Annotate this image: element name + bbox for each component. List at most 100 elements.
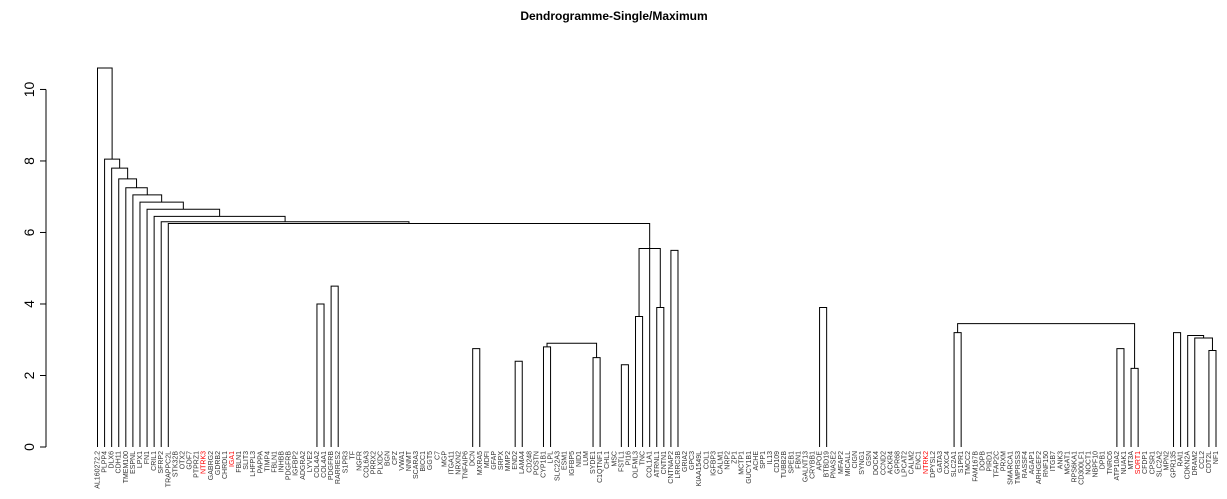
leaf-label: TNFAIP6 [463,451,470,480]
leaf-label: CD248 [526,451,533,473]
dendrogram-link [542,346,552,447]
leaf-label: GRIA2 [682,451,689,472]
leaf-label: CALM1 [717,451,724,474]
leaf-label: GPR68 [894,451,901,474]
leaf-label: NF1 [1213,451,1220,464]
dendrogram-link [1173,332,1182,447]
leaf-label: OTX2 [179,451,186,469]
dendrogram-link [1208,349,1217,447]
leaf-label: NTRK3 [201,451,208,474]
leaf-label: NID1 [576,451,583,467]
leaf-label: SORT1 [1135,451,1142,474]
leaf-label: COL4A1 [321,451,328,478]
leaf-label: LPL [548,451,555,464]
leaf-label: RAI1 [1178,451,1185,467]
y-tick-label: 4 [21,300,37,308]
leaf-labels: AL160272.2 PLPP4 DLX6 CDH11 TMEM100 ESPNL LPX1… [95,450,1221,488]
leaf-label: GSN [866,451,873,466]
leaf-label: CFDP1 [1142,451,1149,474]
leaf-label: ESPNL [130,451,137,474]
dendrogram-link [118,178,138,447]
leaf-label: ITGA11 [448,451,455,475]
leaf-label: TMPRSS3 [1015,451,1022,484]
dendrogram-link [160,221,410,447]
leaf-label: SFRP2 [158,451,165,474]
leaf-label: GALNT13 [802,451,809,482]
leaf-label: GATA3 [937,451,944,473]
leaf-label: MXRA5 [477,451,484,475]
chart-title: Dendrogramme-Single/Maximum [520,9,707,23]
leaf-label: GDF7 [187,451,194,470]
leaf-label: MCTP1 [739,451,746,475]
y-tick-label: 10 [21,81,37,97]
leaf-label: ARHGEF2 [1036,451,1043,484]
leaf-label: NRXN2 [456,451,463,475]
leaf-label: ACHE [753,451,760,471]
dendrogram-link [111,167,129,447]
leaf-label: CDT2L [1206,451,1213,473]
leaf-label: CPZ [392,450,399,465]
leaf-label: COL4A2 [314,451,321,478]
leaf-label: ZP1 [732,451,739,464]
dendrogram-link [104,158,121,447]
leaf-label: DOPB [979,451,986,471]
leaf-label: SLC2A2 [1156,451,1163,477]
leaf-label: RPS6KA1 [1071,451,1078,483]
leaf-label: LHFPL3 [250,451,257,477]
leaf-label: MFAP2 [838,451,845,474]
leaf-label: PLXDC [378,451,385,474]
leaf-label: CRYBB1 [809,451,816,479]
leaf-label: NUAK1 [1121,451,1128,474]
leaf-label: CPSR1 [1149,451,1156,474]
leaf-label: GPR135 [1171,451,1178,478]
leaf-label: IGFBP5 [569,451,576,476]
leaf-label: PDGFRB [328,451,335,481]
dendrogram-link [592,357,601,447]
leaf-label: GABRG2 [208,451,215,480]
leaf-label: FSTL1 [618,451,625,472]
leaf-label: ADGRA2 [300,451,307,480]
leaf-label: RARRES2 [335,451,342,484]
leaf-label: AGAP1 [1029,451,1036,474]
leaf-label: SYNG1 [859,451,866,475]
leaf-label: S1PR1 [958,451,965,473]
leaf-label: CNTN1 [661,451,668,474]
leaf-label: DRAM2 [1192,451,1199,476]
leaf-label: LYVE2 [307,451,314,472]
leaf-label: APOE [817,451,824,471]
leaf-label: PI16 [625,451,632,466]
leaf-label: SLC2A1 [951,451,958,477]
dendrogram-link [167,223,651,447]
leaf-label: TRAPPC2L [165,451,172,487]
leaf-label: NOCT1 [1086,451,1093,475]
leaf-label: SPEB1 [788,451,795,474]
leaf-label: FBLN1 [271,451,278,473]
leaf-label: GDRB2 [215,451,222,475]
y-tick-label: 0 [21,443,37,451]
dendrogram-link [957,323,1136,369]
leaf-label: PIRD1 [986,451,993,472]
leaf-label: CRIL1 [151,451,158,471]
dendrogram-link [635,315,644,447]
leaf-label: C7 [434,451,441,460]
leaf-label: TFAP2C [994,451,1001,477]
leaf-label: PDGFRB [286,451,293,481]
leaf-label: COL1 [703,451,710,469]
leaf-label: NGFR [356,451,363,471]
leaf-label: TIMP4 [264,451,271,472]
leaf-label: CHL1 [604,451,611,469]
dendrogram-links [97,67,1217,447]
leaf-label: OLFML3 [633,451,640,478]
leaf-label: ATP10A2 [1114,451,1121,481]
dendrogram-link [1187,334,1205,447]
leaf-label: GUCY1B1 [746,451,753,484]
leaf-label: BTBD19 [824,451,831,478]
leaf-label: LPCAT2 [902,451,909,477]
leaf-label: CNTNAP2 [668,451,675,484]
dendrogram-link [1116,348,1125,447]
dendrogram-link [620,364,629,447]
leaf-label: AL160272.2 [95,451,102,489]
leaf-label: INHBB [279,451,286,473]
leaf-label: TNRC6 [1107,451,1114,474]
